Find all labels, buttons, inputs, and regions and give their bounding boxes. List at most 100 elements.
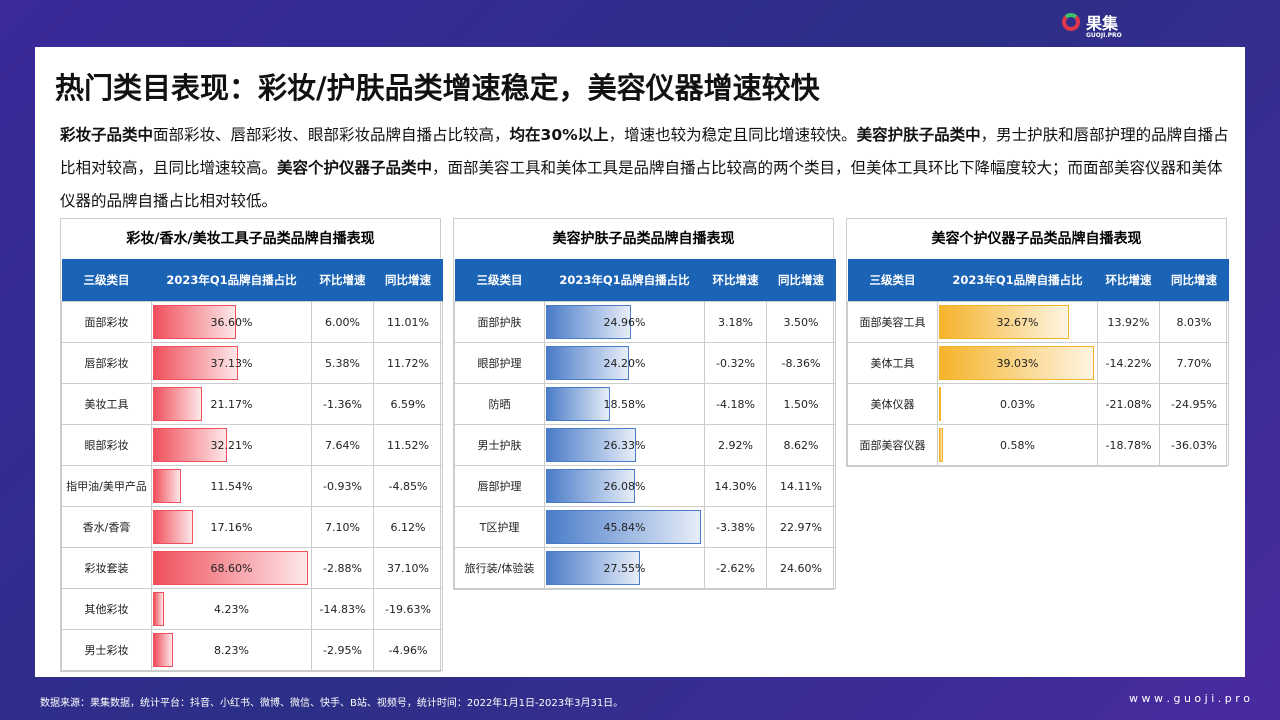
- cell: 彩妆套装: [61, 547, 152, 589]
- cell-text: 指甲油/美甲产品: [66, 480, 147, 493]
- cell: 指甲油/美甲产品: [61, 465, 152, 507]
- intro-text: ，面部美容工具和美体工具是品牌自播占比较高的两个类目，但美体工具环比下降幅度较大…: [60, 159, 1223, 210]
- row: 美体仪器 0.03% -21.08% -24.95%: [847, 383, 1229, 425]
- cell: T区护理: [454, 506, 545, 548]
- column-header: 同比增速: [373, 259, 443, 302]
- cell-text: 36.60%: [210, 315, 253, 329]
- cell-text: -0.32%: [716, 356, 755, 370]
- row: 面部护肤 24.96% 3.18% 3.50%: [454, 301, 836, 343]
- cell-text: -19.63%: [385, 602, 431, 616]
- intro-text: 面部彩妆、唇部彩妆、眼部彩妆品牌自播占比较高，: [153, 126, 510, 144]
- cell: -18.78%: [1097, 424, 1160, 466]
- cell: 6.12%: [373, 506, 443, 548]
- row: 男士护肤 26.33% 2.92% 8.62%: [454, 424, 836, 466]
- cell-text: 27.55%: [603, 561, 646, 575]
- table: 三级类目 2023年Q1品牌自播占比 环比增速 同比增速 面部护肤 24.96% 3.18%…: [454, 259, 836, 589]
- cell-text: 45.84%: [603, 520, 646, 534]
- cell: 面部彩妆: [61, 301, 152, 343]
- cell-text: -3.38%: [716, 520, 755, 534]
- cell: -4.96%: [373, 629, 443, 671]
- intro-text: 均在30%以上: [509, 126, 609, 144]
- cell: -14.22%: [1097, 342, 1160, 384]
- cell-text: T区护理: [479, 521, 520, 534]
- data-bar: [153, 469, 181, 503]
- cell-text: -18.78%: [1105, 438, 1152, 452]
- cell: 24.96%: [544, 301, 705, 343]
- cell-text: 11.52%: [387, 438, 429, 452]
- cell-text: 11.54%: [210, 479, 253, 493]
- cell: 24.60%: [766, 547, 836, 589]
- cell-text: 面部护肤: [477, 316, 522, 329]
- cell: 男士护肤: [454, 424, 545, 466]
- cell-text: -24.95%: [1171, 397, 1217, 411]
- cell-text: 唇部护理: [477, 480, 522, 493]
- cell-text: 24.60%: [780, 561, 822, 575]
- cell: 眼部护理: [454, 342, 545, 384]
- cell-text: 39.03%: [996, 356, 1039, 370]
- logo-name: 果集: [1086, 14, 1119, 33]
- cell: 8.03%: [1159, 301, 1229, 343]
- cell-text: -14.22%: [1105, 356, 1152, 370]
- cell-text: 8.62%: [783, 438, 819, 452]
- column-header: 环比增速: [311, 259, 374, 302]
- cell-text: -36.03%: [1171, 438, 1217, 452]
- column-header: 环比增速: [1097, 259, 1160, 302]
- cell: -2.95%: [311, 629, 374, 671]
- cell-text: 6.59%: [390, 397, 426, 411]
- cell: -3.38%: [704, 506, 767, 548]
- cell-text: 32.21%: [210, 438, 253, 452]
- cell: -36.03%: [1159, 424, 1229, 466]
- cell-text: -2.95%: [323, 643, 362, 657]
- column-header: 环比增速: [704, 259, 767, 302]
- column-header: 2023年Q1品牌自播占比: [937, 259, 1098, 302]
- cell: 26.33%: [544, 424, 705, 466]
- cell: 0.58%: [937, 424, 1098, 466]
- cell: 24.20%: [544, 342, 705, 384]
- cell: 2.92%: [704, 424, 767, 466]
- cell: 面部护肤: [454, 301, 545, 343]
- cell: -2.88%: [311, 547, 374, 589]
- cell-text: -21.08%: [1105, 397, 1152, 411]
- cell: -1.36%: [311, 383, 374, 425]
- intro-text: ，男士护肤和唇部护理的品牌自播占比相对较高，且同比增速较高。: [60, 126, 1229, 177]
- cell: 7.10%: [311, 506, 374, 548]
- cell-text: 唇部彩妆: [84, 357, 129, 370]
- row: 唇部彩妆 37.13% 5.38% 11.72%: [61, 342, 443, 384]
- row: 眼部彩妆 32.21% 7.64% 11.52%: [61, 424, 443, 466]
- cell-text: 5.38%: [325, 356, 360, 370]
- column-header: 2023年Q1品牌自播占比: [544, 259, 705, 302]
- table: 三级类目 2023年Q1品牌自播占比 环比增速 同比增速 面部彩妆 36.60% 6.00%…: [61, 259, 443, 671]
- data-bar: [546, 428, 636, 462]
- cell-text: -4.85%: [388, 479, 428, 493]
- cell: 5.38%: [311, 342, 374, 384]
- cell-text: 0.58%: [1000, 438, 1035, 452]
- cell: 6.00%: [311, 301, 374, 343]
- data-bar: [153, 305, 237, 339]
- cell-text: 4.23%: [214, 602, 249, 616]
- cell: 22.97%: [766, 506, 836, 548]
- column-header: 三级类目: [847, 259, 938, 302]
- cell: 旅行装/体验装: [454, 547, 545, 589]
- cell-text: 香水/香膏: [82, 521, 131, 534]
- cell: 21.17%: [151, 383, 312, 425]
- row: 美妆工具 21.17% -1.36% 6.59%: [61, 383, 443, 425]
- cell: 4.23%: [151, 588, 312, 630]
- cell: -4.85%: [373, 465, 443, 507]
- cell: 防晒: [454, 383, 545, 425]
- row: 男士彩妆 8.23% -2.95% -4.96%: [61, 629, 443, 671]
- cell-text: 14.30%: [714, 479, 757, 493]
- cell-text: -0.93%: [323, 479, 362, 493]
- cell: -24.95%: [1159, 383, 1229, 425]
- cell-text: 11.01%: [387, 315, 429, 329]
- cell-text: -1.36%: [323, 397, 362, 411]
- cell: 唇部彩妆: [61, 342, 152, 384]
- cell-text: 18.58%: [603, 397, 646, 411]
- cell-text: 美体工具: [870, 357, 915, 370]
- intro: 彩妆子品类中面部彩妆、唇部彩妆、眼部彩妆品牌自播占比较高，均在30%以上，增速也…: [60, 119, 1230, 218]
- column-header: 同比增速: [1159, 259, 1229, 302]
- table: 三级类目 2023年Q1品牌自播占比 环比增速 同比增速 面部美容工具 32.67% 13.…: [847, 259, 1229, 466]
- cell-text: 3.50%: [783, 315, 819, 329]
- logo: 果集 GUOJI.PRO: [1062, 10, 1122, 39]
- cell: 36.60%: [151, 301, 312, 343]
- cell-text: 17.16%: [210, 520, 253, 534]
